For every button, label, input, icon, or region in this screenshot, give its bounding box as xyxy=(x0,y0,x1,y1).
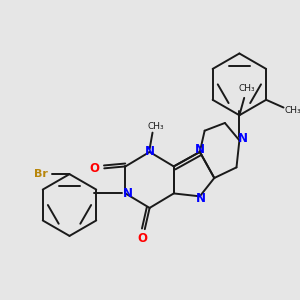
Text: CH₃: CH₃ xyxy=(239,84,255,93)
Text: N: N xyxy=(238,132,248,145)
Text: N: N xyxy=(122,187,132,200)
Text: N: N xyxy=(195,143,205,157)
Text: CH₃: CH₃ xyxy=(285,106,300,115)
Text: CH₃: CH₃ xyxy=(147,122,164,131)
Text: O: O xyxy=(90,162,100,175)
Text: N: N xyxy=(145,146,154,158)
Text: Br: Br xyxy=(34,169,47,179)
Text: O: O xyxy=(138,232,148,245)
Text: N: N xyxy=(196,192,206,205)
